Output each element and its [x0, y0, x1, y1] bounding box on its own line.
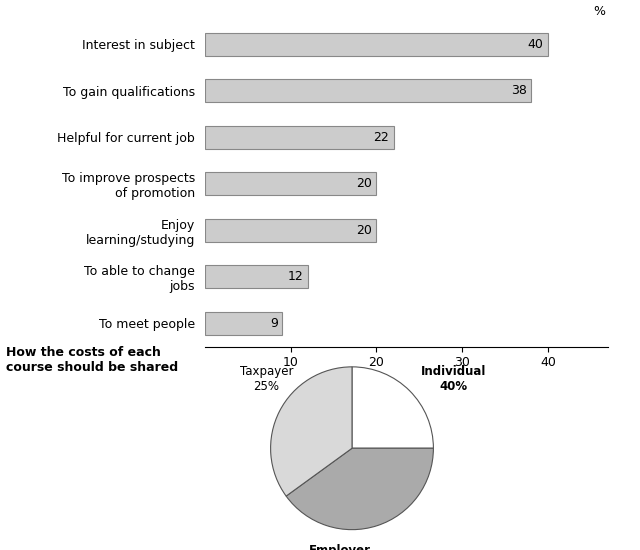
- Bar: [205, 126, 394, 149]
- Text: 12: 12: [288, 270, 303, 283]
- Bar: [205, 265, 308, 288]
- Wedge shape: [271, 367, 352, 496]
- Text: 20: 20: [356, 224, 372, 237]
- Bar: [205, 33, 548, 56]
- Text: 9: 9: [270, 317, 278, 330]
- Text: 22: 22: [374, 131, 389, 144]
- Bar: [205, 79, 531, 102]
- Text: How the costs of each
course should be shared: How the costs of each course should be s…: [6, 346, 179, 374]
- Bar: [205, 312, 282, 335]
- Text: 20: 20: [356, 177, 372, 190]
- Wedge shape: [286, 448, 433, 530]
- Text: %: %: [593, 5, 605, 18]
- Bar: [205, 219, 376, 242]
- Wedge shape: [352, 367, 433, 448]
- Text: 38: 38: [511, 84, 527, 97]
- Text: Taxpayer
25%: Taxpayer 25%: [240, 365, 293, 393]
- Text: 40: 40: [528, 38, 543, 51]
- Text: Employer
35%: Employer 35%: [308, 544, 371, 550]
- Bar: [205, 172, 376, 195]
- Text: Individual
40%: Individual 40%: [421, 365, 486, 393]
